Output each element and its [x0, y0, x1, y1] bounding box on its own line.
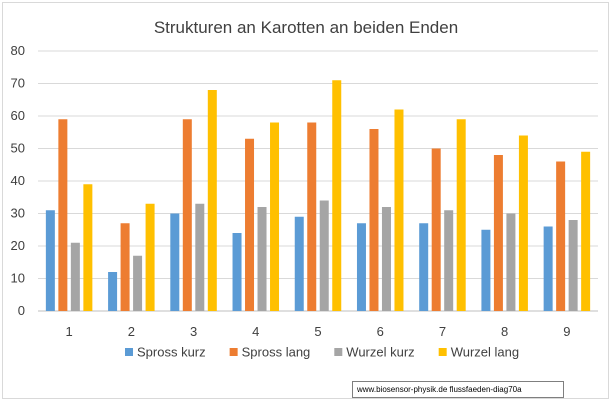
bar: [394, 109, 404, 311]
x-tick-label: 1: [65, 324, 72, 339]
x-tick-label: 2: [128, 324, 135, 339]
x-tick-label: 4: [252, 324, 259, 339]
bar: [518, 135, 528, 311]
bar: [45, 210, 55, 311]
legend-label: Spross lang: [242, 345, 311, 360]
x-tick-label: 7: [439, 324, 446, 339]
bar: [58, 119, 68, 311]
bar: [145, 203, 155, 311]
legend-label: Wurzel kurz: [346, 345, 414, 360]
bar: [120, 223, 130, 311]
legend-item: Spross lang: [229, 345, 311, 360]
legend-label: Spross kurz: [137, 345, 206, 360]
y-tick-label: 80: [11, 43, 25, 58]
y-tick-label: 40: [11, 173, 25, 188]
bars: [45, 80, 591, 311]
bar: [506, 213, 516, 311]
legend-item: Wurzel lang: [438, 345, 519, 360]
x-tick-label: 8: [501, 324, 508, 339]
bar: [294, 216, 304, 311]
legend: Spross kurz Spross lang Wurzel kurz Wurzel …: [125, 345, 519, 360]
bar: [556, 161, 566, 311]
bar: [481, 229, 491, 311]
bar: [581, 151, 591, 311]
source-label: www.biosensor-physik.de flussfaeden-diag…: [352, 381, 564, 398]
bar: [369, 129, 379, 311]
bar: [70, 242, 80, 311]
legend-item: Spross kurz: [125, 345, 206, 360]
bar: [419, 223, 429, 311]
y-tick-label: 10: [11, 271, 25, 286]
x-axis: 1 2 3 4 5 6 7 8 9: [65, 324, 570, 339]
chart-frame: Strukturen an Karotten an beiden Enden 0…: [2, 2, 609, 399]
bar: [456, 119, 466, 311]
y-axis: 0 10 20 30 40 50 60 70 80: [11, 43, 25, 318]
bar: [182, 119, 192, 311]
legend-label: Wurzel lang: [451, 345, 519, 360]
bar: [257, 207, 267, 311]
x-tick-label: 9: [563, 324, 570, 339]
bar: [207, 90, 217, 311]
bar: [232, 233, 242, 311]
bar: [245, 138, 255, 311]
bar: [356, 223, 366, 311]
y-tick-label: 0: [18, 303, 25, 318]
y-tick-label: 50: [11, 141, 25, 156]
bar: [319, 200, 329, 311]
gridlines: [38, 50, 598, 312]
bar: [195, 203, 205, 311]
bar: [170, 213, 180, 311]
bar: [133, 255, 143, 311]
bar: [381, 207, 391, 311]
bar: [444, 210, 454, 311]
bar: [568, 220, 578, 311]
legend-swatch: [229, 348, 238, 356]
bar: [332, 80, 342, 311]
bar: [431, 148, 441, 311]
bar: [543, 226, 553, 311]
bar: [83, 184, 93, 311]
legend-swatch: [125, 348, 133, 356]
legend-swatch: [334, 348, 343, 356]
x-tick-label: 5: [314, 324, 321, 339]
legend-swatch: [438, 348, 447, 356]
x-tick-label: 6: [377, 324, 384, 339]
chart-title: Strukturen an Karotten an beiden Enden: [154, 18, 458, 37]
bar: [493, 155, 503, 311]
y-tick-label: 60: [11, 108, 25, 123]
bar: [307, 122, 317, 311]
chart: Strukturen an Karotten an beiden Enden 0…: [11, 18, 598, 360]
legend-item: Wurzel kurz: [334, 345, 415, 360]
bar: [108, 272, 118, 311]
bar: [270, 122, 280, 311]
y-tick-label: 30: [11, 206, 25, 221]
x-tick-label: 3: [190, 324, 197, 339]
y-tick-label: 70: [11, 76, 25, 91]
y-tick-label: 20: [11, 238, 25, 253]
